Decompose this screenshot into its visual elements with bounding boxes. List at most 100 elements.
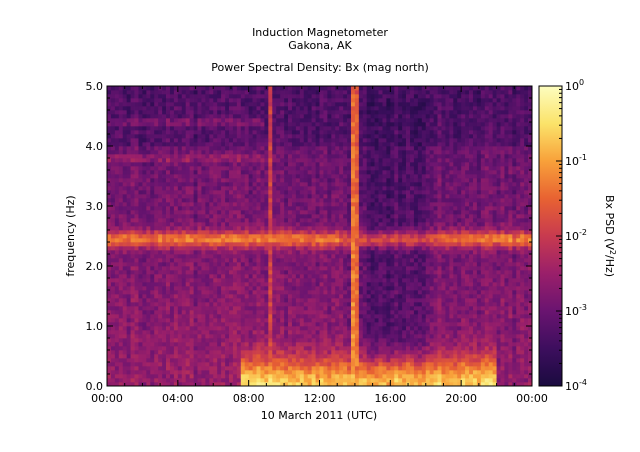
heatmap-cell [110, 90, 116, 95]
heatmap-cell [158, 374, 163, 379]
heatmap-cell [142, 374, 147, 379]
heatmap-cell [307, 242, 312, 247]
heatmap-cell [260, 342, 265, 347]
heatmap-cell [291, 194, 297, 199]
heatmap-cell [264, 334, 269, 339]
heatmap-cell [209, 326, 214, 331]
heatmap-cell [185, 350, 190, 355]
heatmap-cell [288, 334, 293, 339]
heatmap-cell [307, 170, 312, 175]
heatmap-cell [362, 114, 368, 119]
heatmap-cell [232, 238, 238, 243]
heatmap-cell [189, 134, 194, 139]
heatmap-cell [299, 354, 305, 359]
heatmap-cell [169, 238, 175, 243]
heatmap-cell [244, 146, 250, 151]
heatmap-cell [307, 102, 312, 107]
heatmap-cell [335, 378, 340, 383]
heatmap-cell [362, 258, 368, 263]
heatmap-cell [339, 226, 344, 231]
heatmap-cell [268, 234, 273, 239]
heatmap-cell [107, 362, 112, 367]
heatmap-cell [138, 114, 143, 119]
heatmap-cell [248, 258, 253, 263]
heatmap-cell [323, 342, 328, 347]
heatmap-cell [158, 122, 163, 127]
heatmap-cell [276, 338, 281, 343]
heatmap-cell [354, 106, 360, 111]
heatmap-cell [299, 314, 305, 319]
heatmap-cell [272, 118, 277, 123]
heatmap-cell [114, 358, 120, 363]
heatmap-cell [189, 106, 194, 111]
heatmap-cell [213, 322, 218, 327]
heatmap-cell [197, 314, 202, 319]
heatmap-cell [209, 370, 214, 375]
heatmap-cell [154, 242, 159, 247]
heatmap-cell [295, 150, 301, 155]
heatmap-cell [299, 334, 305, 339]
heatmap-cell [193, 310, 198, 315]
heatmap-cell [189, 142, 194, 147]
heatmap-cell [146, 110, 151, 115]
heatmap-cell [201, 298, 206, 303]
heatmap-cell [142, 110, 147, 115]
heatmap-cell [126, 170, 131, 175]
heatmap-cell [350, 210, 356, 215]
heatmap-cell [193, 318, 198, 323]
heatmap-cell [236, 214, 242, 219]
heatmap-cell [197, 190, 202, 195]
heatmap-cell [276, 290, 281, 295]
heatmap-cell [327, 214, 332, 219]
heatmap-cell [240, 346, 246, 351]
heatmap-cell [173, 150, 179, 155]
heatmap-cell [347, 342, 352, 347]
heatmap-cell [154, 262, 159, 267]
heatmap-cell [303, 138, 309, 143]
heatmap-cell [260, 146, 265, 151]
heatmap-cell [347, 194, 352, 199]
heatmap-cell [319, 338, 324, 343]
heatmap-cell [358, 126, 364, 131]
heatmap-cell [169, 142, 175, 147]
heatmap-cell [205, 270, 210, 275]
heatmap-cell [268, 282, 273, 287]
heatmap-cell [291, 366, 297, 371]
heatmap-cell [107, 102, 112, 107]
heatmap-cell [166, 338, 171, 343]
heatmap-cell [228, 134, 234, 139]
heatmap-cell [252, 114, 257, 119]
heatmap-cell [213, 210, 218, 215]
heatmap-cell [331, 230, 336, 235]
heatmap-cell [252, 338, 257, 343]
heatmap-cell [268, 334, 273, 339]
heatmap-cell [343, 214, 348, 219]
heatmap-cell [362, 214, 368, 219]
heatmap-cell [209, 202, 214, 207]
heatmap-cell [323, 334, 328, 339]
heatmap-cell [138, 330, 143, 335]
heatmap-cell [158, 378, 163, 383]
heatmap-cell [110, 106, 116, 111]
heatmap-cell [347, 146, 352, 151]
heatmap-cell [276, 310, 281, 315]
heatmap-cell [276, 322, 281, 327]
heatmap-cell [252, 378, 257, 383]
heatmap-cell [134, 146, 139, 151]
heatmap-cell [284, 278, 289, 283]
heatmap-cell [323, 366, 328, 371]
heatmap-cell [366, 318, 372, 323]
heatmap-cell [193, 110, 198, 115]
heatmap-cell [256, 286, 261, 291]
heatmap-cell [189, 158, 194, 163]
heatmap-cell [295, 126, 301, 131]
heatmap-cell [142, 98, 147, 103]
heatmap-cell [335, 166, 340, 171]
heatmap-cell [150, 150, 155, 155]
heatmap-cell [256, 146, 261, 151]
heatmap-cell [339, 126, 344, 131]
heatmap-cell [209, 122, 214, 127]
heatmap-cell [213, 306, 218, 311]
heatmap-cell [350, 218, 356, 223]
heatmap-cell [331, 326, 336, 331]
